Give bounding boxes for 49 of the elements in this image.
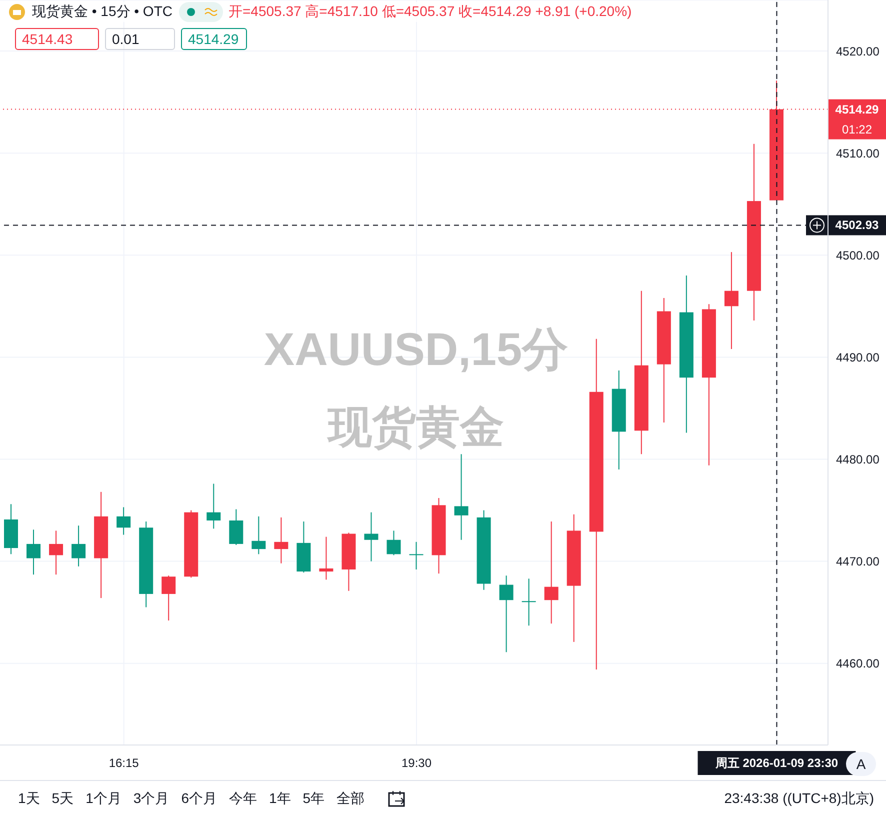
y-tick-label: 4490.00 — [836, 350, 880, 364]
x-tick-label: 16:15 — [108, 756, 140, 770]
text: 全部 — [336, 790, 365, 808]
candlestick — [499, 575, 514, 653]
annotation: 0.01 — [105, 28, 175, 50]
annotation: 4514.43 — [15, 28, 99, 50]
candlestick — [252, 516, 266, 555]
annotation: XAUUSD,15分 — [264, 323, 568, 375]
candlestick — [364, 512, 378, 562]
text: 1天 — [18, 790, 40, 808]
y-tick-label: 4510.00 — [836, 146, 880, 160]
candlestick — [724, 252, 738, 350]
annotation: 开=4505.37 高=4517.10 低=4505.37 收=4514.29 +8.91 (+0.20%) — [228, 3, 632, 21]
text: 5年 — [302, 790, 325, 808]
y-tick-label: 4520.00 — [836, 44, 880, 58]
candlestick — [72, 525, 86, 567]
candlestick — [274, 516, 288, 564]
y-tick-label: 4500.00 — [836, 248, 880, 262]
candlestick — [206, 483, 221, 530]
chart-title: 现货黄金 • 15分 • OTC — [32, 3, 172, 21]
text: A — [846, 752, 876, 776]
ref-line-label: 4502.93 — [835, 218, 880, 232]
text: 3个月 — [133, 790, 170, 808]
candlestick — [162, 575, 176, 621]
text: 6个月 — [181, 790, 217, 808]
x-tick-label: 19:30 — [402, 756, 432, 770]
candlestick — [26, 529, 41, 576]
candlestick — [319, 536, 334, 580]
text: 23:43:38 ((UTC+8)北京) — [724, 790, 875, 808]
annotation: 4514.29 — [181, 28, 247, 50]
candlestick — [386, 530, 401, 556]
candlestick — [454, 454, 468, 540]
y-tick-label: 4460.00 — [836, 656, 880, 671]
candlestick — [544, 521, 558, 624]
text: 1年 — [268, 790, 291, 808]
y-tick-label: 4470.00 — [836, 554, 880, 569]
x-tick-label: 周五 2026-01-09 23:30 — [714, 756, 838, 770]
candlestick — [409, 541, 424, 570]
candlestick — [522, 578, 536, 626]
y-tick-label: 4480.00 — [836, 452, 880, 467]
annotation: 现货黄金 — [326, 403, 504, 452]
candlestick — [49, 530, 64, 576]
text: 01:22 — [842, 122, 872, 136]
candlestick — [229, 508, 244, 546]
ref-line-label: 4514.29 — [835, 102, 880, 116]
text: 今年 — [228, 790, 257, 808]
text: 1个月 — [86, 790, 122, 808]
text: 5天 — [52, 790, 74, 808]
candlestick — [116, 506, 131, 536]
